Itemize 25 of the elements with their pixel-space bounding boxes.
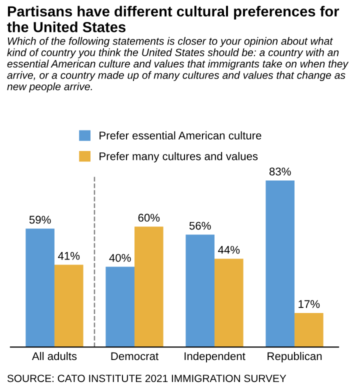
x-tick-label: Republican — [268, 352, 322, 362]
x-tick-label: All adults — [32, 352, 77, 360]
chart-subtitle: Which of the following statements is closer to your opinion about what kind of country you think the United States should be: a country with an essential American culture and values that immigrants take on when they arrive, or a country made up of many cultures and values that change as new people arrive. — [7, 37, 349, 92]
data-label: 17% — [298, 300, 320, 308]
legend-label: Prefer many cultures and values — [100, 152, 258, 162]
bar — [214, 258, 244, 348]
legend-label: Prefer essential American culture — [100, 131, 262, 140]
bar — [106, 266, 134, 348]
bar — [266, 180, 295, 348]
data-label: 60% — [138, 214, 160, 222]
data-label: 56% — [189, 222, 211, 230]
data-label: 59% — [29, 216, 51, 224]
chart-title: Partisans have different cultural preferences for the United States — [7, 6, 340, 32]
data-label: 44% — [218, 246, 240, 254]
data-label: 41% — [58, 252, 80, 260]
bar — [294, 312, 324, 348]
data-label: 40% — [109, 254, 131, 262]
bar — [186, 234, 215, 348]
x-tick-label: Democrat — [111, 352, 158, 360]
data-label: 83% — [269, 168, 291, 176]
bar — [26, 228, 54, 348]
bar — [54, 264, 84, 348]
x-tick-label: Independent — [184, 352, 246, 362]
source-note: SOURCE: CATO INSTITUTE 2021 IMMIGRATION SURVEY — [7, 374, 286, 382]
bar — [134, 226, 164, 348]
